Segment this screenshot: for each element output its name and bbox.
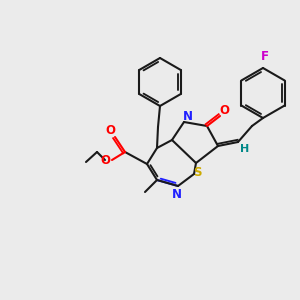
Text: N: N — [183, 110, 193, 124]
Text: O: O — [219, 104, 229, 118]
Text: H: H — [240, 144, 250, 154]
Text: S: S — [193, 166, 201, 178]
Text: O: O — [105, 124, 115, 136]
Text: O: O — [100, 154, 110, 166]
Text: N: N — [172, 188, 182, 200]
Text: F: F — [261, 50, 269, 62]
